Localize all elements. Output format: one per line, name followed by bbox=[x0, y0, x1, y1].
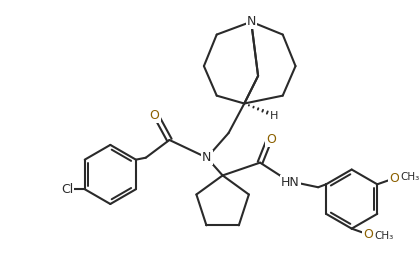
Text: O: O bbox=[266, 134, 276, 147]
Text: CH₃: CH₃ bbox=[400, 172, 419, 182]
Text: HN: HN bbox=[281, 176, 300, 189]
Text: O: O bbox=[363, 228, 373, 241]
Text: CH₃: CH₃ bbox=[375, 230, 394, 240]
Text: H: H bbox=[270, 111, 278, 121]
Text: O: O bbox=[150, 109, 160, 122]
Text: N: N bbox=[246, 15, 256, 28]
Text: N: N bbox=[202, 151, 212, 164]
Text: Cl: Cl bbox=[61, 183, 73, 196]
Text: O: O bbox=[389, 172, 399, 185]
